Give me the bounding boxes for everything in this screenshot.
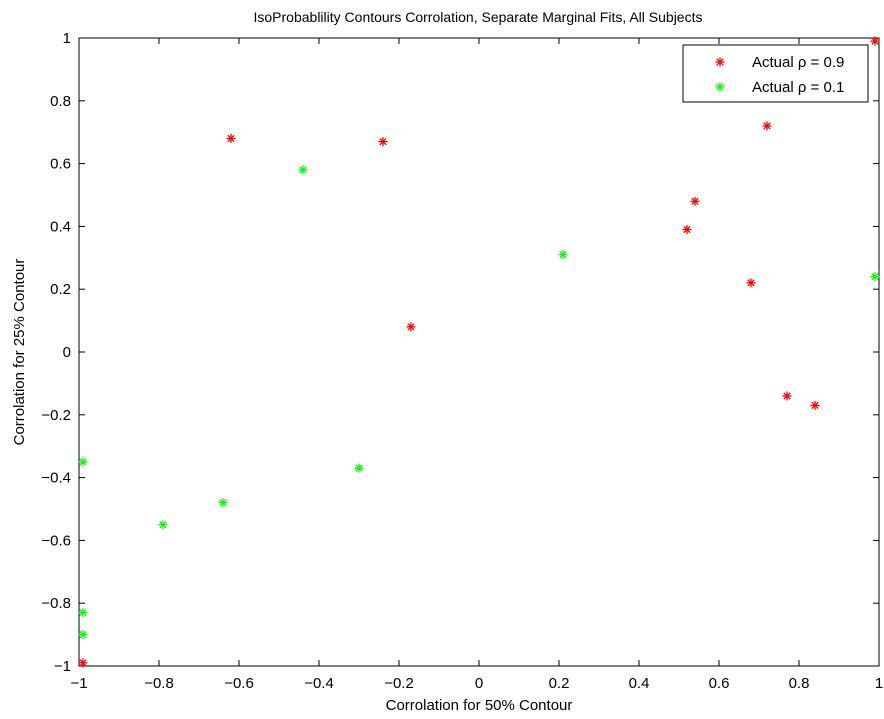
legend-marker-rho-0-9 [715, 57, 725, 67]
data-point-series-1 [810, 400, 820, 410]
data-point-series-2 [158, 520, 168, 530]
data-point-series-1 [762, 121, 772, 131]
data-point-series-1 [378, 137, 388, 147]
data-point-series-2 [78, 457, 88, 467]
x-tick-label: −1 [70, 675, 87, 692]
y-tick-label: 0.8 [50, 93, 71, 110]
x-tick-label: 0 [475, 675, 483, 692]
y-tick-label: −0.6 [41, 532, 71, 549]
x-tick-label: 0.2 [549, 675, 570, 692]
y-tick-label: 0.2 [50, 281, 71, 298]
y-tick-label: −0.4 [41, 470, 71, 487]
legend-label-rho-0-1: Actual ρ = 0.1 [752, 79, 844, 96]
data-point-series-2 [558, 250, 568, 260]
legend-box [682, 44, 869, 103]
x-tick-label: 1 [875, 675, 883, 692]
y-tick-label: 1 [63, 30, 71, 47]
legend: Actual ρ = 0.9 Actual ρ = 0.1 [682, 44, 869, 103]
data-point-series-2 [354, 463, 364, 473]
data-point-series-2 [78, 608, 88, 618]
x-tick-label: −0.2 [384, 675, 414, 692]
x-axis-label: Corrolation for 50% Contour [386, 697, 573, 714]
data-point-series-1 [690, 196, 700, 206]
x-tick-label: −0.4 [304, 675, 334, 692]
legend-marker-rho-0-1 [715, 82, 725, 92]
data-point-series-1 [682, 225, 692, 235]
y-tick-label: −0.2 [41, 407, 71, 424]
y-tick-label: 0 [63, 344, 71, 361]
data-point-series-2 [870, 272, 880, 282]
data-point-series-1 [746, 278, 756, 288]
plot-area [78, 37, 880, 667]
data-point-series-1 [406, 322, 416, 332]
data-point-series-1 [226, 133, 236, 143]
chart-title: IsoProbablility Contours Corrolation, Se… [254, 9, 703, 25]
data-point-series-1 [78, 658, 88, 668]
y-tick-label: 0.6 [50, 156, 71, 173]
y-tick-label: −1 [54, 658, 71, 675]
legend-label-rho-0-9: Actual ρ = 0.9 [752, 54, 844, 71]
x-tick-label: 0.6 [709, 675, 730, 692]
y-tick-label: −0.8 [41, 595, 71, 612]
data-point-series-1 [870, 36, 880, 46]
x-tick-label: 0.8 [789, 675, 810, 692]
y-axis-label: Corrolation for 25% Contour [11, 259, 28, 446]
x-tick-label: −0.8 [144, 675, 174, 692]
x-tick-label: −0.6 [224, 675, 254, 692]
data-point-series-2 [298, 165, 308, 175]
x-tick-label: 0.4 [629, 675, 650, 692]
y-tick-label: 0.4 [50, 218, 71, 235]
data-point-series-2 [218, 498, 228, 508]
data-point-series-1 [782, 391, 792, 401]
data-point-series-2 [78, 630, 88, 640]
